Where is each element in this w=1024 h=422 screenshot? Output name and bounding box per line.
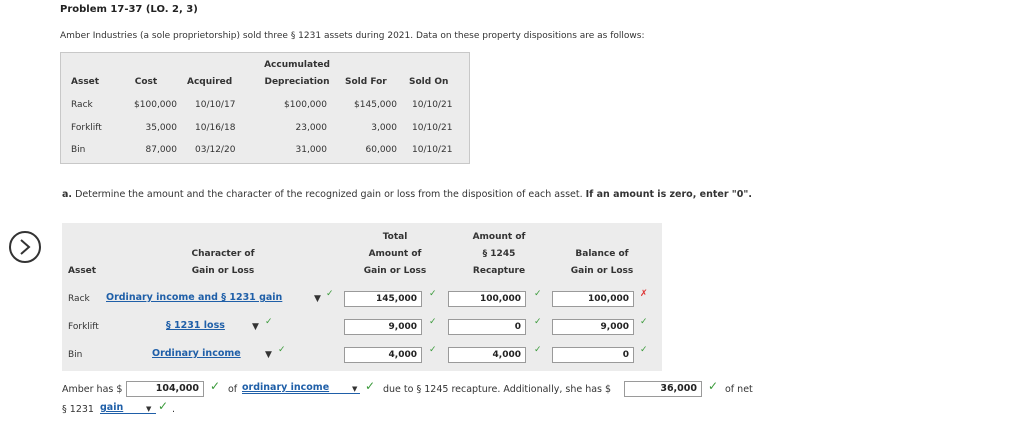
asset-sold-for: $145,000 <box>354 100 397 110</box>
chevron-down-icon[interactable]: ▼ <box>252 322 259 332</box>
next-nav-button[interactable] <box>9 231 41 263</box>
asset-acquired: 03/12/20 <box>195 145 236 155</box>
statement-text-3: due to § 1245 recapture. Additionally, s… <box>383 384 612 395</box>
question-a: a. Determine the amount and the characte… <box>62 187 782 203</box>
question-text: Determine the amount and the character o… <box>75 189 583 200</box>
total-gain-input[interactable]: 145,000 <box>344 291 422 307</box>
chevron-down-icon[interactable]: ▼ <box>352 385 358 393</box>
header-recapture-2: § 1245 <box>482 249 516 259</box>
header-accumulated: Accumulated <box>264 60 330 70</box>
character-select-value: Ordinary income and § 1231 gain <box>106 292 283 303</box>
balance-input[interactable]: 9,000 <box>552 319 634 335</box>
cross-icon: ✗ <box>640 289 648 299</box>
character-select-value: Ordinary income <box>152 348 241 359</box>
header-character-1: Character of <box>191 249 255 259</box>
gain-loss-select-value: gain <box>100 402 124 413</box>
asset-acquired: 10/10/17 <box>195 100 236 110</box>
header-asset: Asset <box>71 77 100 87</box>
chevron-down-icon[interactable]: ▼ <box>146 405 152 413</box>
header-acquired: Acquired <box>187 77 233 87</box>
asset-depreciation: 31,000 <box>295 145 328 155</box>
balance-input[interactable]: 100,000 <box>552 291 634 307</box>
header-total-3: Gain or Loss <box>363 266 427 276</box>
asset-name: Bin <box>71 145 86 155</box>
check-icon: ✓ <box>210 379 221 393</box>
statement-text-5: § 1231 <box>62 404 94 415</box>
header-character-2: Gain or Loss <box>191 266 255 276</box>
net-1231-amount-input[interactable]: 36,000 <box>624 381 702 397</box>
check-icon: ✓ <box>534 345 542 355</box>
recapture-input[interactable]: 0 <box>448 319 526 335</box>
check-icon: ✓ <box>158 399 169 413</box>
check-icon: ✓ <box>278 345 286 355</box>
header-recapture-1: Amount of <box>472 232 526 242</box>
gain-loss-select[interactable]: gain <box>100 402 156 414</box>
header-cost: Cost <box>134 77 158 87</box>
check-icon: ✓ <box>429 345 437 355</box>
asset-name: Forklift <box>71 123 102 133</box>
problem-intro: Amber Industries (a sole proprietorship)… <box>60 31 645 41</box>
statement-text-2: of <box>228 384 238 395</box>
problem-title: Problem 17-37 (LO. 2, 3) <box>60 4 198 15</box>
check-icon: ✓ <box>534 317 542 327</box>
asset-depreciation: 23,000 <box>295 123 328 133</box>
header-asset: Asset <box>68 266 97 276</box>
statement-period: . <box>172 404 176 415</box>
check-icon: ✓ <box>365 379 376 393</box>
chevron-right-icon <box>20 239 31 255</box>
chevron-down-icon[interactable]: ▼ <box>314 294 321 304</box>
character-select[interactable]: § 1231 loss <box>166 320 266 331</box>
asset-sold-for: 60,000 <box>365 145 398 155</box>
question-prefix: a. <box>62 189 73 200</box>
asset-sold-on: 10/10/21 <box>412 145 453 155</box>
statement-text-4: of net <box>725 384 753 395</box>
character-select[interactable]: Ordinary income <box>152 348 282 359</box>
answer-asset-name: Bin <box>68 350 83 360</box>
asset-cost: 35,000 <box>145 123 178 133</box>
answer-asset-name: Forklift <box>68 322 99 332</box>
asset-name: Rack <box>71 100 93 110</box>
total-gain-input[interactable]: 4,000 <box>344 347 422 363</box>
assets-table: Accumulated Asset Cost Acquired Deprecia… <box>60 52 470 164</box>
chevron-down-icon[interactable]: ▼ <box>265 350 272 360</box>
answer-table: Total Amount of Character of Amount of §… <box>62 223 662 371</box>
header-recapture-3: Recapture <box>472 266 526 276</box>
recapture-input[interactable]: 4,000 <box>448 347 526 363</box>
check-icon: ✓ <box>534 289 542 299</box>
check-icon: ✓ <box>429 317 437 327</box>
header-depreciation: Depreciation <box>264 77 330 87</box>
header-balance-2: Gain or Loss <box>570 266 634 276</box>
header-balance-1: Balance of <box>575 249 629 259</box>
check-icon: ✓ <box>640 317 648 327</box>
asset-sold-for: 3,000 <box>371 123 397 133</box>
income-type-select-value: ordinary income <box>242 382 330 393</box>
asset-cost: 87,000 <box>145 145 178 155</box>
asset-sold-on: 10/10/21 <box>412 100 453 110</box>
statement-text-1: Amber has $ <box>62 384 123 395</box>
check-icon: ✓ <box>429 289 437 299</box>
income-type-select[interactable]: ordinary income <box>242 382 360 394</box>
character-select[interactable]: Ordinary income and § 1231 gain <box>106 292 328 303</box>
recapture-input[interactable]: 100,000 <box>448 291 526 307</box>
header-total-2: Amount of <box>368 249 422 259</box>
asset-depreciation: $100,000 <box>284 100 327 110</box>
check-icon: ✓ <box>265 317 273 327</box>
header-sold-for: Sold For <box>345 77 387 87</box>
check-icon: ✓ <box>326 289 334 299</box>
character-select-value: § 1231 loss <box>166 320 225 331</box>
check-icon: ✓ <box>640 345 648 355</box>
asset-cost: $100,000 <box>134 100 177 110</box>
check-icon: ✓ <box>708 379 719 393</box>
answer-asset-name: Rack <box>68 294 90 304</box>
ordinary-income-amount-input[interactable]: 104,000 <box>126 381 204 397</box>
header-total-1: Total <box>382 232 408 242</box>
question-instruction: If an amount is zero, enter "0". <box>585 189 752 200</box>
asset-sold-on: 10/10/21 <box>412 123 453 133</box>
header-sold-on: Sold On <box>409 77 449 87</box>
balance-input[interactable]: 0 <box>552 347 634 363</box>
asset-acquired: 10/16/18 <box>195 123 236 133</box>
total-gain-input[interactable]: 9,000 <box>344 319 422 335</box>
